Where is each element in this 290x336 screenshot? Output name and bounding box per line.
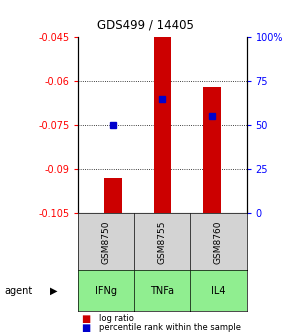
Text: IFNg: IFNg xyxy=(95,286,117,296)
Text: log ratio: log ratio xyxy=(99,314,133,323)
Text: IL4: IL4 xyxy=(211,286,226,296)
Bar xyxy=(203,87,220,213)
Text: TNFa: TNFa xyxy=(151,286,174,296)
Text: ■: ■ xyxy=(81,323,90,333)
Text: GSM8750: GSM8750 xyxy=(102,220,111,264)
Bar xyxy=(104,178,122,213)
Text: GDS499 / 14405: GDS499 / 14405 xyxy=(97,18,193,32)
Text: GSM8760: GSM8760 xyxy=(214,220,223,264)
Text: ▶: ▶ xyxy=(50,286,57,296)
Text: percentile rank within the sample: percentile rank within the sample xyxy=(99,324,241,332)
Bar xyxy=(154,37,171,213)
Text: ■: ■ xyxy=(81,313,90,324)
Text: agent: agent xyxy=(4,286,32,296)
Text: GSM8755: GSM8755 xyxy=(158,220,167,264)
